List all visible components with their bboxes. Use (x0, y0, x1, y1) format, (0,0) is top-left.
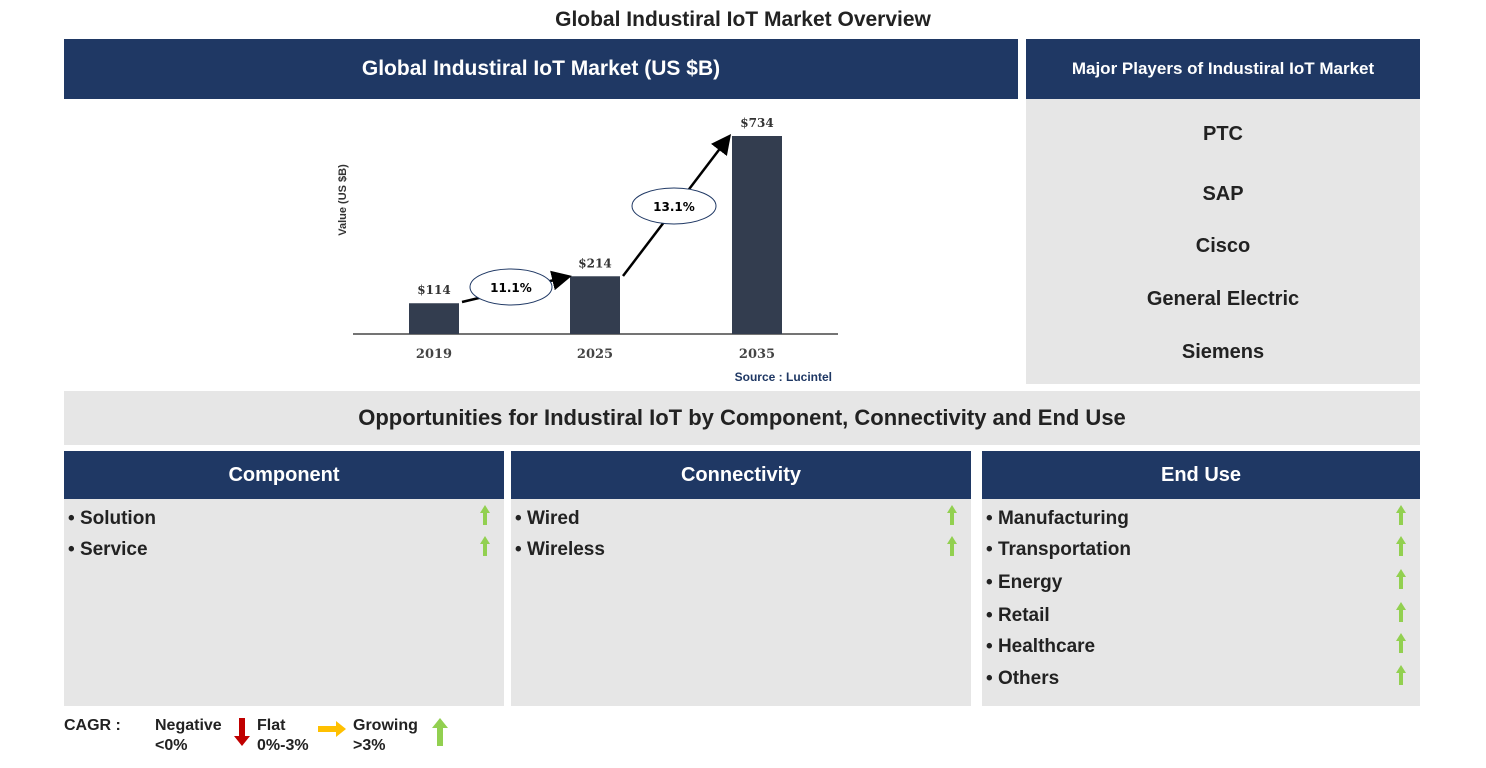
player-item: Cisco (1195, 235, 1251, 257)
arrow-up-green-icon (947, 505, 957, 525)
segment-item: • Others (986, 668, 1060, 689)
cagr-label: 11.1% (490, 281, 532, 295)
arrow-up-green-icon (480, 505, 490, 525)
players-header: Major Players of Industiral IoT Market (1026, 39, 1420, 99)
cagr-bubble (631, 187, 717, 225)
segment-item: • Retail (986, 605, 1050, 626)
chart-header: Global Industiral IoT Market (US $B) (64, 39, 1018, 99)
segment-item-label: Energy (997, 572, 1063, 593)
arrow-up-green-icon (1396, 536, 1406, 556)
y-axis-label: Value (US $B) (337, 164, 349, 236)
x-tick-label: 2035 (739, 347, 775, 362)
segment-item-label: Manufacturing (997, 508, 1129, 529)
segment-item: • Healthcare (986, 636, 1096, 657)
segment-item: • Manufacturing (986, 508, 1129, 529)
segment-header-connectivity: Connectivity (511, 451, 971, 499)
player-item: Siemens (1181, 341, 1265, 363)
segment-item-label: Transportation (997, 539, 1131, 560)
value-label: $734 (740, 116, 773, 130)
value-label: $114 (417, 283, 450, 297)
legend-text: Flat (257, 717, 286, 734)
legend-text: Negative (155, 717, 222, 734)
player-item: PTC (1203, 123, 1243, 145)
x-tick-label: 2025 (577, 347, 613, 362)
legend-negative: Negative <0% (155, 716, 222, 756)
opportunities-title: Opportunities for Industiral IoT by Comp… (64, 391, 1420, 445)
segment-item-label: Service (79, 539, 148, 560)
segment-panel: • Solution • Service (64, 499, 504, 706)
legend-label: CAGR : (64, 717, 121, 734)
arrow-right-yellow-icon (318, 721, 346, 737)
bar-2019 (409, 303, 459, 334)
player-item: General Electric (1146, 288, 1300, 310)
legend-text: >3% (353, 737, 386, 754)
value-label: $214 (578, 256, 611, 270)
segment-item: • Solution (68, 508, 156, 529)
player-item: SAP (1202, 183, 1244, 205)
source-label: Source : Lucintel (735, 370, 832, 384)
segment-panel: • Wired • Wireless (511, 499, 971, 706)
players-panel: PTC SAP Cisco General Electric Siemens (1026, 99, 1420, 384)
segment-item: • Energy (986, 572, 1063, 593)
arrow-up-green-icon (947, 536, 957, 556)
segment-item-label: Retail (997, 605, 1050, 626)
legend-text: 0%-3% (257, 737, 309, 754)
segment-item-label: Wired (526, 508, 580, 529)
arrow-up-green-icon (480, 536, 490, 556)
legend-flat: Flat 0%-3% (257, 716, 309, 756)
segment-item: • Wired (515, 508, 580, 529)
arrow-up-green-icon (432, 718, 448, 746)
segment-item: • Transportation (986, 539, 1131, 560)
bar-2035 (732, 136, 782, 334)
segment-header-end-use: End Use (982, 451, 1420, 499)
segment-item-label: Healthcare (997, 636, 1096, 657)
segment-item: • Service (68, 539, 148, 560)
segment-panel: • Manufacturing • Transportation • Energy •… (982, 499, 1420, 706)
arrow-up-green-icon (1396, 569, 1406, 589)
arrow-up-green-icon (1396, 505, 1406, 525)
segment-item-label: Others (997, 668, 1060, 689)
x-tick-label: 2019 (416, 347, 452, 362)
segment-item: • Wireless (515, 539, 605, 560)
page-title: Global Industiral IoT Market Overview (555, 8, 931, 31)
arrow-down-red-icon (234, 718, 250, 746)
segment-header-component: Component (64, 451, 504, 499)
cagr-label: 13.1% (653, 200, 695, 214)
legend-text: Growing (353, 717, 418, 734)
bar-2025 (570, 276, 620, 334)
arrow-up-green-icon (1396, 665, 1406, 685)
segment-item-label: Solution (79, 508, 156, 529)
arrow-up-green-icon (1396, 602, 1406, 622)
cagr-bubble (469, 268, 553, 306)
legend-growing: Growing >3% (353, 716, 418, 756)
arrow-up-green-icon (1396, 633, 1406, 653)
segment-item-label: Wireless (526, 539, 605, 560)
legend-text: <0% (155, 737, 188, 754)
